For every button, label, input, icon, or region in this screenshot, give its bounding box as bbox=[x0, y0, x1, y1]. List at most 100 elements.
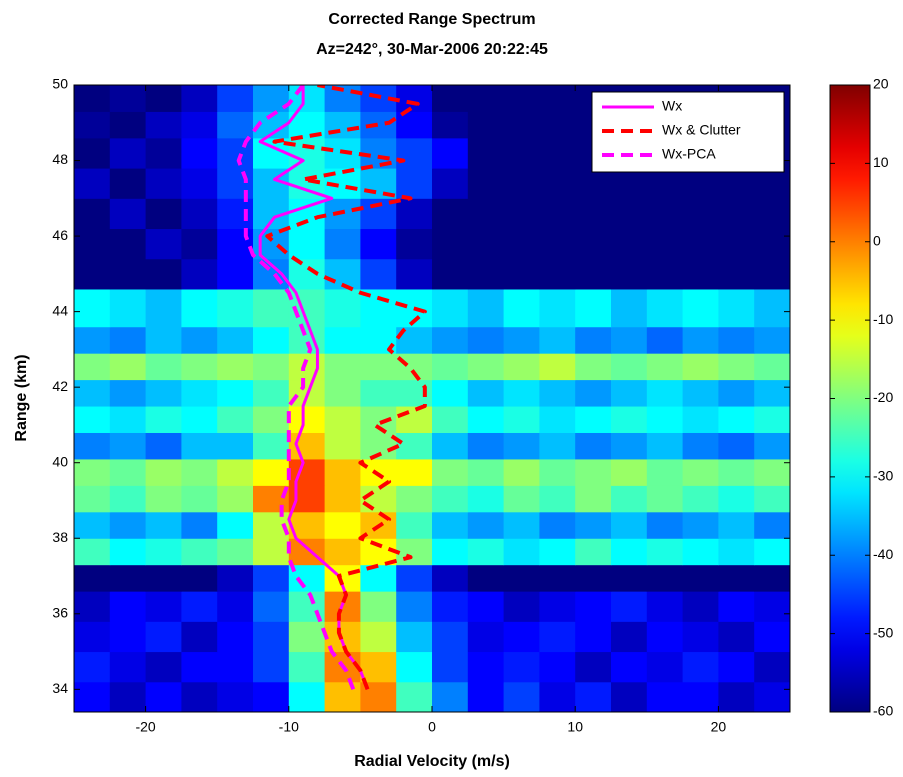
heatmap-cell bbox=[181, 258, 218, 290]
heatmap-cell bbox=[718, 258, 755, 290]
heatmap-cell bbox=[181, 353, 218, 381]
heatmap-cell bbox=[109, 485, 147, 513]
colorbar-tick-label: 0 bbox=[873, 232, 881, 248]
heatmap-cell bbox=[217, 564, 254, 592]
heatmap-cell bbox=[217, 168, 254, 199]
heatmap-cell bbox=[611, 432, 648, 460]
heatmap-cell bbox=[682, 326, 719, 354]
heatmap-cell bbox=[503, 538, 540, 566]
heatmap-cell bbox=[467, 228, 505, 260]
heatmap-cell bbox=[109, 564, 147, 592]
heatmap-cell bbox=[109, 538, 147, 566]
heatmap-cell bbox=[109, 228, 147, 260]
heatmap-cell bbox=[145, 651, 182, 683]
heatmap-cell bbox=[253, 458, 290, 486]
x-tick-label: 0 bbox=[428, 719, 436, 735]
heatmap-cell bbox=[217, 326, 254, 354]
heatmap-cell bbox=[467, 353, 505, 381]
heatmap-cell bbox=[109, 511, 147, 539]
heatmap-cell bbox=[503, 288, 540, 328]
heatmap-cell bbox=[503, 198, 540, 230]
heatmap-cell bbox=[181, 85, 218, 112]
heatmap-cell bbox=[503, 432, 540, 460]
heatmap-cell bbox=[754, 168, 790, 199]
heatmap-cell bbox=[109, 198, 147, 230]
heatmap-cell bbox=[181, 228, 218, 260]
heatmap-cell bbox=[503, 651, 540, 683]
heatmap-cell bbox=[611, 258, 648, 290]
heatmap-cell bbox=[324, 228, 361, 260]
heatmap-cell bbox=[217, 591, 254, 622]
y-tick-label: 40 bbox=[52, 453, 68, 469]
heatmap-cell bbox=[74, 326, 111, 354]
heatmap-cell bbox=[396, 258, 433, 290]
heatmap-cell bbox=[575, 406, 612, 433]
heatmap-cell bbox=[145, 258, 182, 290]
heatmap-cell bbox=[754, 485, 790, 513]
heatmap-cell bbox=[217, 432, 254, 460]
heatmap-cell bbox=[324, 538, 361, 566]
heatmap-cell bbox=[539, 511, 576, 539]
heatmap-cell bbox=[396, 137, 433, 169]
heatmap-cell bbox=[181, 137, 218, 169]
heatmap-cell bbox=[646, 258, 684, 290]
heatmap-cell bbox=[611, 168, 648, 199]
heatmap-cell bbox=[503, 111, 540, 139]
heatmap-cell bbox=[360, 228, 397, 260]
heatmap-cell bbox=[109, 406, 147, 433]
heatmap-cell bbox=[718, 353, 755, 381]
heatmap-cell bbox=[74, 198, 111, 230]
heatmap-cell bbox=[396, 111, 433, 139]
heatmap-cell bbox=[396, 485, 433, 513]
heatmap-cell bbox=[646, 168, 684, 199]
heatmap-cell bbox=[74, 432, 111, 460]
heatmap-cell bbox=[503, 564, 540, 592]
heatmap-cell bbox=[646, 353, 684, 381]
heatmap-cell bbox=[503, 458, 540, 486]
heatmap-cell bbox=[575, 591, 612, 622]
heatmap-cell bbox=[718, 511, 755, 539]
heatmap-cell bbox=[467, 538, 505, 566]
heatmap-cell bbox=[74, 137, 111, 169]
heatmap-cell bbox=[646, 326, 684, 354]
heatmap-cell bbox=[288, 228, 326, 260]
y-tick-label: 34 bbox=[52, 680, 68, 696]
heatmap-cell bbox=[575, 379, 612, 407]
heatmap-cell bbox=[718, 228, 755, 260]
heatmap-cell bbox=[432, 198, 469, 230]
chart-title: Corrected Range Spectrum bbox=[328, 11, 535, 28]
colorbar-tick-label: -30 bbox=[873, 468, 893, 484]
heatmap-cell bbox=[646, 485, 684, 513]
heatmap-cell bbox=[754, 511, 790, 539]
heatmap-cell bbox=[74, 353, 111, 381]
heatmap-cell bbox=[682, 228, 719, 260]
heatmap-cell bbox=[467, 379, 505, 407]
heatmap-cell bbox=[432, 353, 469, 381]
heatmap-cell bbox=[575, 198, 612, 230]
heatmap-cell bbox=[396, 168, 433, 199]
heatmap-cell bbox=[74, 168, 111, 199]
heatmap-cell bbox=[611, 198, 648, 230]
heatmap-cell bbox=[360, 651, 397, 683]
chart-subtitle: Az=242°, 30-Mar-2006 20:22:45 bbox=[316, 41, 548, 58]
heatmap-cell bbox=[611, 564, 648, 592]
heatmap-cell bbox=[74, 379, 111, 407]
heatmap-cell bbox=[432, 564, 469, 592]
heatmap-cell bbox=[754, 621, 790, 653]
heatmap-cell bbox=[467, 458, 505, 486]
heatmap-cell bbox=[145, 137, 182, 169]
colorbar-tick-label: 20 bbox=[873, 76, 889, 92]
heatmap-cell bbox=[575, 681, 612, 712]
heatmap-cell bbox=[754, 458, 790, 486]
heatmap-cell bbox=[575, 485, 612, 513]
y-tick-label: 44 bbox=[52, 302, 68, 318]
heatmap-cell bbox=[718, 681, 755, 712]
heatmap-cell bbox=[324, 681, 361, 712]
x-tick-label: -20 bbox=[135, 719, 155, 735]
heatmap-cell bbox=[503, 621, 540, 653]
heatmap-cell bbox=[754, 406, 790, 433]
heatmap-cell bbox=[109, 591, 147, 622]
heatmap-cell bbox=[575, 326, 612, 354]
heatmap-cell bbox=[253, 681, 290, 712]
heatmap-cell bbox=[754, 326, 790, 354]
